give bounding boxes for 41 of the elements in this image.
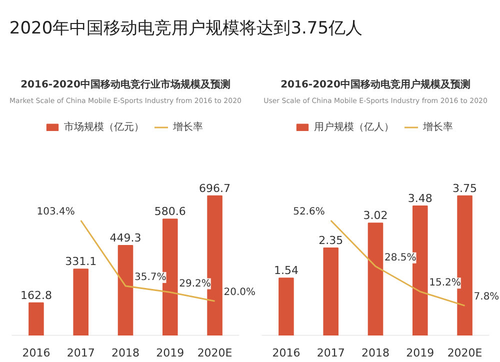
legend-label: 市场规模（亿元） bbox=[64, 120, 144, 134]
chart-title: 2016-2020中国移动电竞用户规模及预测 bbox=[280, 78, 470, 91]
x-tick-label: 2018 bbox=[112, 346, 140, 360]
data-label: 2.35 bbox=[318, 234, 344, 248]
bar bbox=[118, 244, 134, 336]
data-label: 162.8 bbox=[20, 288, 52, 302]
x-tick-label: 2020E bbox=[197, 346, 232, 360]
data-label: 3.48 bbox=[408, 192, 432, 205]
data-label: 103.4% bbox=[36, 206, 75, 218]
data-label: 449.3 bbox=[110, 231, 142, 244]
x-tick-label: 2019 bbox=[156, 346, 184, 360]
data-label: 1.54 bbox=[274, 264, 298, 278]
data-label: 20.0% bbox=[224, 287, 256, 298]
x-tick-label: 2017 bbox=[66, 346, 95, 360]
data-label: 696.7 bbox=[199, 182, 231, 195]
x-tick-label: 2020E bbox=[447, 346, 482, 360]
x-tick-label: 2017 bbox=[316, 346, 345, 360]
bar bbox=[278, 278, 294, 336]
legend-label: 增长率 bbox=[173, 120, 203, 134]
data-label: 15.2% bbox=[429, 278, 461, 289]
x-tick-label: 2018 bbox=[362, 346, 390, 360]
data-label: 7.8% bbox=[474, 292, 500, 303]
bar bbox=[323, 248, 338, 336]
x-tick-label: 2016 bbox=[22, 346, 50, 360]
bar bbox=[368, 222, 384, 336]
legend-label: 增长率 bbox=[423, 120, 453, 134]
bar bbox=[28, 302, 44, 336]
legend-label: 用户规模（亿人） bbox=[314, 120, 394, 134]
chart-title: 2016-2020中国移动电竞行业市场规模及预测 bbox=[20, 78, 230, 91]
text: 2020年中国移动电竞用户规模将达到3.75亿人 bbox=[9, 18, 363, 38]
data-label: 580.6 bbox=[154, 205, 186, 218]
data-label: 28.5% bbox=[384, 252, 416, 264]
x-tick-label: 2019 bbox=[406, 346, 434, 360]
data-label: 3.02 bbox=[363, 209, 388, 222]
data-label: 52.6% bbox=[293, 206, 325, 218]
data-label: 35.7% bbox=[134, 272, 166, 283]
bar bbox=[73, 268, 88, 336]
data-label: 331.1 bbox=[65, 255, 97, 268]
x-tick-label: 2016 bbox=[272, 346, 300, 360]
data-label: 3.75 bbox=[452, 182, 478, 195]
data-label: 29.2% bbox=[179, 278, 211, 290]
